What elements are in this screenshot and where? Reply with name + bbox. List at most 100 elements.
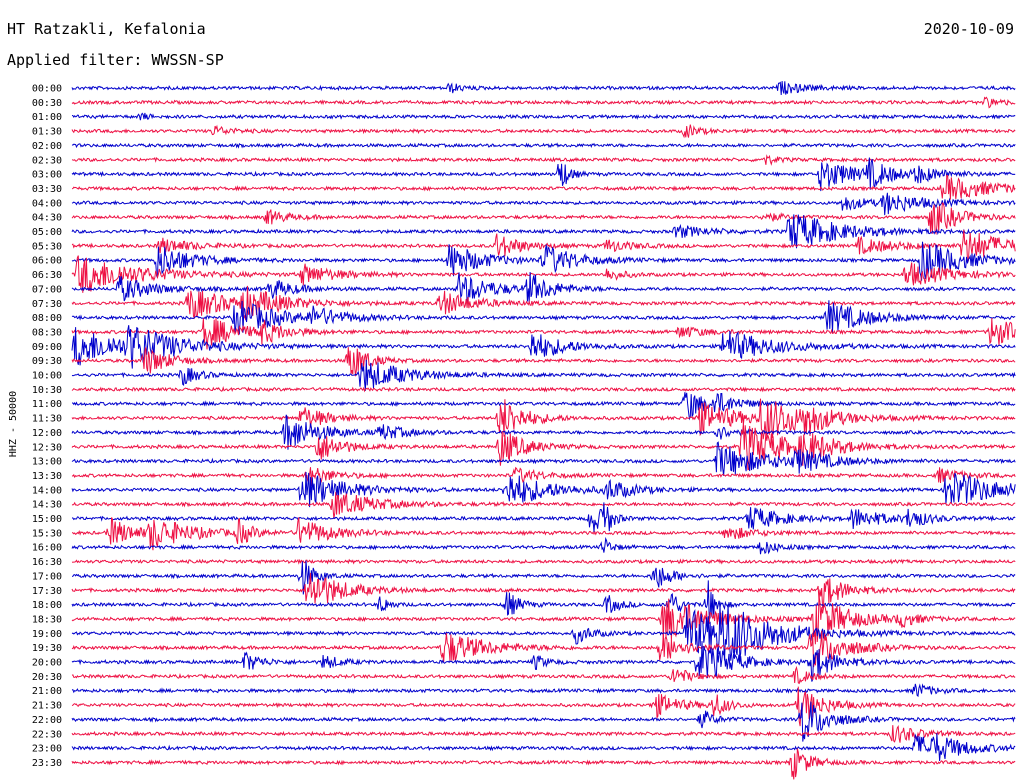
- row-time-label: 14:30: [32, 500, 62, 511]
- trace-row-1530: [72, 517, 1016, 551]
- trace-row-1200: [71, 414, 1016, 450]
- trace-row-2200: [71, 701, 1016, 742]
- trace-row-0630: [71, 255, 1016, 293]
- trace-row-1800: [71, 580, 1016, 620]
- row-time-label: 23:00: [32, 744, 62, 755]
- row-time-label: 09:30: [32, 356, 62, 367]
- trace-row-1700: [71, 560, 1016, 595]
- trace-row-2300: [71, 733, 1016, 762]
- trace-row-0530: [71, 229, 1016, 262]
- trace-row-0130: [71, 124, 1016, 139]
- row-time-label: 03:00: [32, 170, 62, 181]
- trace-row-0600: [71, 241, 1016, 281]
- row-time-label: 16:00: [32, 543, 62, 554]
- row-time-label: 00:00: [32, 84, 62, 95]
- trace-row-1130: [71, 398, 1016, 440]
- row-time-label: 23:30: [32, 758, 62, 769]
- row-time-label: 04:00: [32, 198, 62, 209]
- trace-row-0400: [71, 192, 1016, 216]
- trace-row-0500: [71, 214, 1016, 249]
- date-label: 2020-10-09: [923, 20, 1014, 38]
- row-time-label: 15:00: [32, 514, 62, 525]
- row-time-label: 22:00: [32, 715, 62, 726]
- trace-row-1900: [71, 603, 1016, 661]
- row-time-label: 12:30: [32, 442, 62, 453]
- row-time-label: 10:30: [32, 385, 62, 396]
- trace-row-0300: [71, 157, 1016, 192]
- trace-row-0330: [71, 174, 1016, 200]
- trace-row-1500: [71, 502, 1016, 532]
- row-time-label: 14:00: [32, 485, 62, 496]
- trace-row-0830: [71, 318, 1016, 350]
- row-time-label: 05:00: [32, 227, 62, 238]
- trace-row-2030: [71, 665, 1016, 685]
- row-time-label: 02:00: [32, 141, 62, 152]
- row-time-label: 11:00: [32, 399, 62, 410]
- trace-row-1430: [71, 492, 1016, 519]
- row-time-label: 21:30: [32, 701, 62, 712]
- trace-row-1400: [71, 471, 1016, 508]
- row-time-label: 08:30: [32, 327, 62, 338]
- row-time-label: 08:00: [32, 313, 62, 324]
- channel-label: HHZ - 50000: [8, 391, 19, 457]
- trace-row-0230: [71, 154, 1016, 166]
- trace-row-0100: [71, 112, 1016, 121]
- row-time-label: 20:30: [32, 672, 62, 683]
- trace-row-0730: [71, 285, 1016, 321]
- row-time-label: 18:00: [32, 600, 62, 611]
- row-label-group: 00:00 00:30 01:00 01:30 02:00 02:30 03:00 03:30…: [32, 84, 62, 769]
- trace-row-1100: [72, 392, 1016, 421]
- trace-row-2130: [71, 686, 1016, 727]
- trace-row-0030: [71, 96, 1016, 109]
- trace-row-1230: [71, 423, 1016, 471]
- trace-row-1600: [71, 536, 1016, 555]
- trace-row-1930: [71, 630, 1016, 668]
- row-time-label: 01:30: [32, 127, 62, 138]
- row-time-label: 19:30: [32, 643, 62, 654]
- row-time-label: 16:30: [32, 557, 62, 568]
- trace-row-0430: [71, 202, 1016, 236]
- row-time-label: 22:30: [32, 729, 62, 740]
- trace-row-1730: [71, 572, 1016, 609]
- row-time-label: 06:00: [32, 256, 62, 267]
- trace-group: [71, 81, 1016, 780]
- row-time-label: 19:00: [32, 629, 62, 640]
- trace-row-1000: [71, 359, 1016, 391]
- row-time-label: 07:30: [32, 299, 62, 310]
- row-time-label: 20:00: [32, 658, 62, 669]
- trace-row-0200: [71, 142, 1016, 149]
- trace-row-2330: [71, 748, 1016, 780]
- trace-row-2100: [71, 683, 1016, 698]
- row-time-label: 06:30: [32, 270, 62, 281]
- trace-row-1030: [71, 385, 1016, 393]
- station-title: HT Ratzakli, Kefalonia: [7, 20, 206, 38]
- trace-row-1830: [71, 596, 1016, 645]
- row-time-label: 11:30: [32, 414, 62, 425]
- row-time-label: 07:00: [32, 284, 62, 295]
- row-time-label: 17:30: [32, 586, 62, 597]
- row-time-label: 18:30: [32, 614, 62, 625]
- row-time-label: 00:30: [32, 98, 62, 109]
- row-time-label: 13:00: [32, 457, 62, 468]
- trace-row-2000: [71, 641, 1016, 682]
- row-time-label: 09:00: [32, 342, 62, 353]
- row-time-label: 21:00: [32, 686, 62, 697]
- trace-row-1300: [71, 441, 1016, 476]
- trace-row-0700: [71, 271, 1016, 303]
- trace-row-1330: [71, 466, 1016, 487]
- row-time-label: 13:30: [32, 471, 62, 482]
- row-time-label: 12:00: [32, 428, 62, 439]
- trace-row-1630: [71, 558, 1016, 565]
- filter-label: Applied filter: WWSSN-SP: [7, 51, 224, 69]
- row-time-label: 10:00: [32, 371, 62, 382]
- row-time-label: 02:30: [32, 155, 62, 166]
- row-time-label: 01:00: [32, 112, 62, 123]
- row-time-label: 17:00: [32, 571, 62, 582]
- trace-row-2230: [71, 725, 1016, 743]
- trace-row-0800: [71, 300, 1016, 335]
- trace-row-0930: [71, 347, 1016, 377]
- trace-row-0000: [71, 81, 1016, 96]
- row-time-label: 05:30: [32, 241, 62, 252]
